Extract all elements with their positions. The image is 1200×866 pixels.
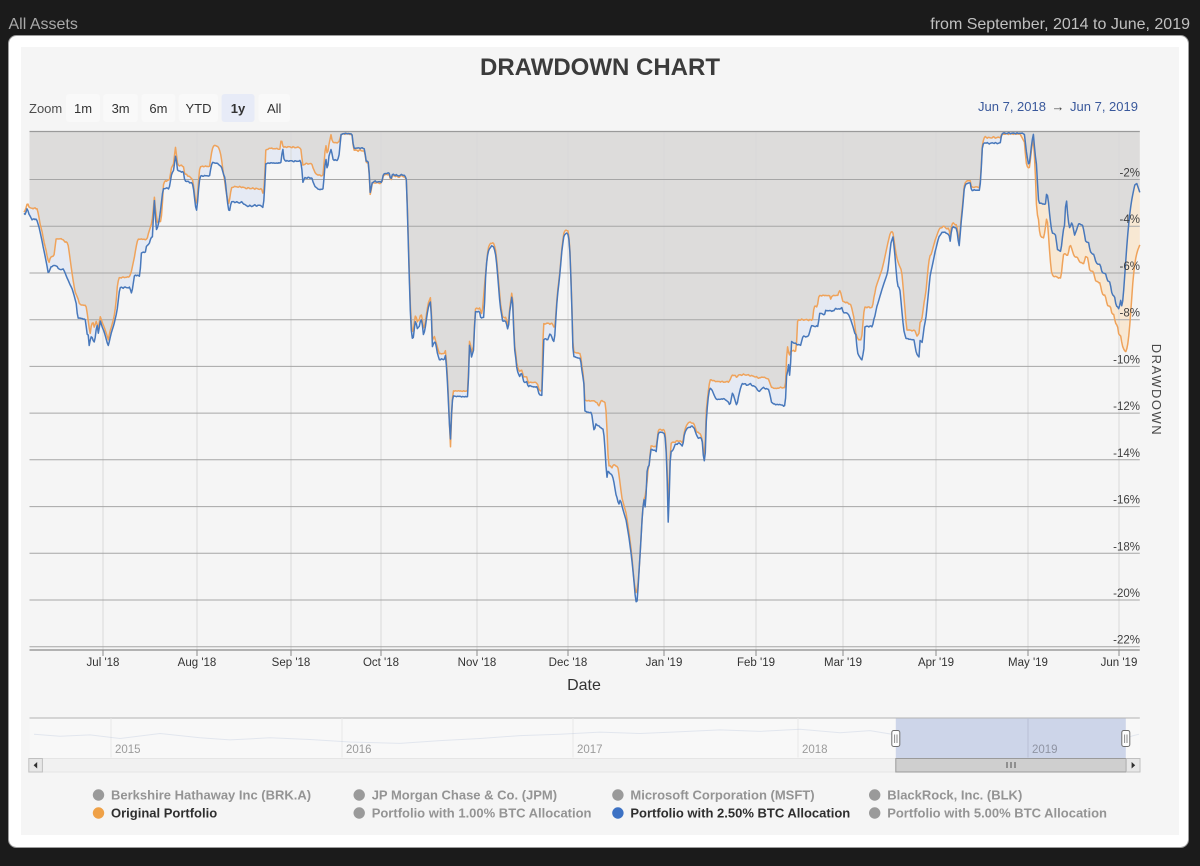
svg-text:Portfolio with 2.50% BTC Alloc: Portfolio with 2.50% BTC Allocation: [630, 806, 850, 821]
svg-text:-12%: -12%: [1113, 401, 1140, 413]
svg-text:2015: 2015: [115, 744, 141, 756]
svg-text:BlackRock, Inc. (BLK): BlackRock, Inc. (BLK): [887, 788, 1022, 803]
svg-text:DRAWDOWN CHART: DRAWDOWN CHART: [480, 54, 720, 81]
svg-text:Oct '18: Oct '18: [363, 657, 399, 669]
svg-text:Original Portfolio: Original Portfolio: [111, 806, 217, 821]
svg-text:1m: 1m: [74, 101, 92, 116]
svg-text:3m: 3m: [112, 101, 130, 116]
svg-text:Mar '19: Mar '19: [824, 657, 862, 669]
svg-text:-14%: -14%: [1113, 448, 1140, 460]
svg-text:-18%: -18%: [1113, 541, 1140, 553]
svg-text:May '19: May '19: [1008, 657, 1048, 669]
svg-text:YTD: YTD: [186, 101, 212, 116]
svg-text:-6%: -6%: [1120, 261, 1140, 273]
svg-text:from September, 2014 to June,: from September, 2014 to June, 2019: [930, 16, 1190, 33]
svg-text:2017: 2017: [577, 744, 603, 756]
svg-text:-2%: -2%: [1120, 168, 1140, 180]
svg-text:Nov '18: Nov '18: [458, 657, 497, 669]
svg-text:Portfolio with 5.00% BTC Alloc: Portfolio with 5.00% BTC Allocation: [887, 806, 1107, 821]
svg-text:-8%: -8%: [1120, 308, 1140, 320]
svg-text:Sep '18: Sep '18: [272, 657, 311, 669]
svg-text:Jan '19: Jan '19: [646, 657, 683, 669]
svg-text:DRAWDOWN: DRAWDOWN: [1149, 344, 1164, 436]
svg-text:Feb '19: Feb '19: [737, 657, 775, 669]
svg-text:-20%: -20%: [1113, 588, 1140, 600]
svg-text:1y: 1y: [231, 101, 246, 116]
svg-text:Microsoft Corporation (MSFT): Microsoft Corporation (MSFT): [630, 788, 814, 803]
svg-text:Apr '19: Apr '19: [918, 657, 954, 669]
svg-text:Berkshire Hathaway Inc (BRK.A): Berkshire Hathaway Inc (BRK.A): [111, 788, 311, 803]
svg-text:2018: 2018: [802, 744, 828, 756]
svg-text:6m: 6m: [149, 101, 167, 116]
svg-text:→: →: [1052, 99, 1065, 114]
svg-text:Jun '19: Jun '19: [1101, 657, 1138, 669]
svg-text:Jul '18: Jul '18: [87, 657, 120, 669]
svg-text:Portfolio with 1.00% BTC Alloc: Portfolio with 1.00% BTC Allocation: [372, 806, 592, 821]
svg-text:2019: 2019: [1032, 744, 1058, 756]
svg-text:All: All: [267, 101, 282, 116]
svg-text:Zoom: Zoom: [29, 101, 62, 116]
svg-text:-22%: -22%: [1113, 635, 1140, 647]
svg-text:-10%: -10%: [1113, 354, 1140, 366]
svg-text:Dec '18: Dec '18: [549, 657, 588, 669]
svg-text:Jun 7, 2018: Jun 7, 2018: [978, 99, 1046, 114]
svg-text:JP Morgan Chase & Co. (JPM): JP Morgan Chase & Co. (JPM): [372, 788, 557, 803]
svg-text:All Assets: All Assets: [9, 16, 78, 33]
svg-text:Jun 7, 2019: Jun 7, 2019: [1070, 99, 1138, 114]
svg-text:2016: 2016: [346, 744, 372, 756]
svg-text:-4%: -4%: [1120, 214, 1140, 226]
svg-text:-16%: -16%: [1113, 495, 1140, 507]
svg-text:Aug '18: Aug '18: [178, 657, 217, 669]
svg-text:Date: Date: [567, 677, 601, 694]
